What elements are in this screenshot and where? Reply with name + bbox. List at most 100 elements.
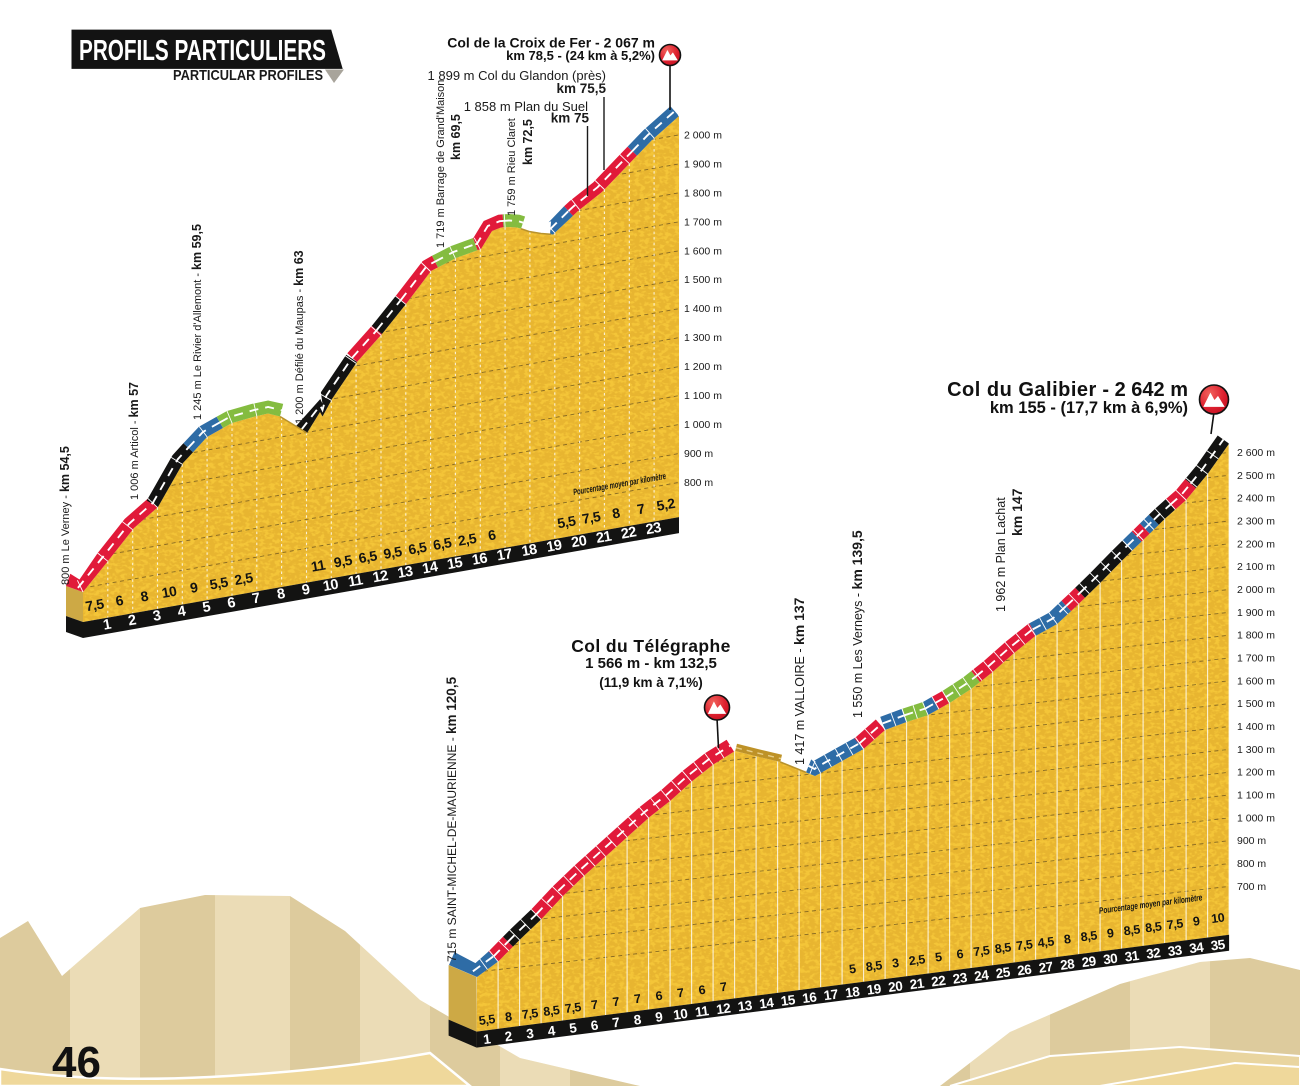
svg-text:700 m: 700 m	[1237, 881, 1266, 893]
svg-text:4: 4	[176, 603, 187, 620]
svg-text:17: 17	[823, 987, 839, 1004]
svg-text:24: 24	[973, 967, 990, 984]
svg-text:2: 2	[504, 1029, 513, 1045]
svg-text:2,5: 2,5	[233, 569, 254, 588]
svg-text:1 300 m: 1 300 m	[1237, 744, 1275, 756]
svg-text:Col du Télégraphe: Col du Télégraphe	[571, 636, 730, 656]
svg-text:11: 11	[310, 556, 327, 574]
svg-text:km 147: km 147	[1009, 488, 1025, 536]
svg-text:1: 1	[102, 617, 113, 634]
svg-text:35: 35	[1210, 937, 1227, 954]
svg-text:5,5: 5,5	[478, 1012, 496, 1028]
svg-text:2: 2	[127, 612, 138, 629]
svg-text:Col de la Croix de Fer - 2 067: Col de la Croix de Fer - 2 067 m	[447, 35, 655, 51]
svg-text:7: 7	[676, 986, 685, 1001]
svg-text:1 500 m: 1 500 m	[1237, 698, 1275, 710]
svg-text:6,5: 6,5	[357, 547, 378, 566]
svg-text:1 000 m: 1 000 m	[684, 419, 722, 431]
svg-text:800 m: 800 m	[684, 477, 713, 489]
svg-text:6,5: 6,5	[432, 534, 453, 553]
svg-text:2 500 m: 2 500 m	[1237, 470, 1275, 482]
svg-text:800 m Le Verney - km 54,5: 800 m Le Verney - km 54,5	[58, 446, 72, 585]
svg-text:15: 15	[446, 555, 464, 573]
svg-text:8,5: 8,5	[1080, 928, 1098, 944]
svg-text:800 m: 800 m	[1237, 858, 1266, 870]
svg-text:7: 7	[590, 998, 599, 1013]
svg-text:7,5: 7,5	[1166, 916, 1184, 932]
svg-text:16: 16	[471, 550, 489, 568]
svg-text:1 800 m: 1 800 m	[684, 187, 722, 199]
svg-text:16: 16	[801, 989, 818, 1006]
svg-text:PARTICULAR PROFILES: PARTICULAR PROFILES	[173, 67, 323, 84]
svg-text:6: 6	[114, 592, 125, 609]
svg-text:7: 7	[611, 1015, 620, 1031]
svg-text:34: 34	[1188, 939, 1205, 956]
svg-text:3: 3	[891, 956, 900, 971]
svg-text:8: 8	[633, 1012, 643, 1028]
svg-text:12: 12	[371, 568, 389, 586]
svg-text:7,5: 7,5	[581, 508, 602, 527]
svg-text:900 m: 900 m	[684, 448, 713, 460]
svg-text:17: 17	[496, 546, 514, 564]
svg-text:19: 19	[866, 981, 882, 998]
svg-text:11: 11	[347, 572, 364, 590]
svg-text:1 006 m Articol - km 57: 1 006 m Articol - km 57	[127, 382, 141, 500]
svg-text:1 759 m Rieu Claret: 1 759 m Rieu Claret	[506, 118, 518, 216]
svg-text:1 400 m: 1 400 m	[1237, 721, 1275, 733]
svg-text:9: 9	[189, 579, 200, 596]
svg-text:2 300 m: 2 300 m	[1237, 516, 1275, 528]
svg-text:19: 19	[545, 537, 563, 555]
svg-text:6: 6	[226, 595, 237, 612]
svg-text:km 72,5: km 72,5	[521, 119, 535, 165]
svg-text:31: 31	[1124, 948, 1141, 965]
svg-text:km 75: km 75	[551, 111, 590, 126]
svg-text:(11,9 km à 7,1%): (11,9 km à 7,1%)	[599, 675, 703, 690]
svg-text:8,5: 8,5	[1144, 919, 1162, 935]
svg-text:23: 23	[645, 520, 663, 538]
svg-text:12: 12	[715, 1001, 731, 1018]
svg-text:7: 7	[719, 980, 728, 995]
svg-text:3: 3	[525, 1026, 535, 1042]
svg-text:28: 28	[1059, 956, 1076, 973]
svg-text:1 245 m Le Rivier d'Allemont -: 1 245 m Le Rivier d'Allemont - km 59,5	[190, 224, 204, 420]
svg-text:1 500 m: 1 500 m	[684, 274, 722, 286]
svg-text:1 600 m: 1 600 m	[684, 245, 722, 257]
svg-text:8,5: 8,5	[994, 940, 1012, 956]
svg-text:5: 5	[848, 962, 857, 977]
svg-text:1: 1	[482, 1031, 492, 1047]
svg-text:10: 10	[672, 1006, 688, 1023]
svg-text:1 566 m - km 132,5: 1 566 m - km 132,5	[585, 655, 717, 672]
svg-text:1 700 m: 1 700 m	[1237, 653, 1275, 665]
svg-text:km 75,5: km 75,5	[556, 81, 606, 96]
svg-text:7,5: 7,5	[521, 1006, 539, 1022]
svg-text:km 69,5: km 69,5	[449, 114, 463, 160]
svg-text:8,5: 8,5	[865, 958, 883, 974]
svg-text:14: 14	[421, 559, 439, 577]
svg-text:5: 5	[201, 599, 212, 616]
svg-text:11: 11	[694, 1003, 710, 1020]
svg-text:4: 4	[547, 1023, 557, 1039]
svg-text:13: 13	[737, 998, 754, 1015]
svg-text:1 550 m Les Verneys - km 139,5: 1 550 m Les Verneys - km 139,5	[849, 530, 865, 718]
svg-text:8: 8	[504, 1010, 513, 1025]
svg-text:km 78,5 - (24 km à 5,2%): km 78,5 - (24 km à 5,2%)	[506, 48, 655, 63]
svg-text:10: 10	[160, 583, 178, 601]
svg-text:5,2: 5,2	[655, 495, 676, 514]
svg-text:10: 10	[322, 577, 340, 595]
svg-text:32: 32	[1145, 945, 1161, 962]
svg-text:7,5: 7,5	[1015, 937, 1033, 953]
svg-text:6: 6	[590, 1017, 600, 1033]
svg-text:6: 6	[698, 983, 707, 998]
svg-text:6: 6	[655, 989, 664, 1004]
svg-text:8: 8	[276, 586, 287, 603]
svg-text:7,5: 7,5	[972, 943, 990, 959]
svg-text:26: 26	[1016, 962, 1033, 979]
svg-text:1 858 m Plan du Suel: 1 858 m Plan du Suel	[464, 99, 588, 114]
svg-text:8: 8	[611, 504, 622, 521]
svg-text:29: 29	[1081, 953, 1097, 970]
svg-text:13: 13	[396, 563, 414, 581]
svg-text:46: 46	[52, 1038, 101, 1086]
svg-text:23: 23	[952, 970, 969, 987]
svg-text:8: 8	[1063, 932, 1072, 947]
svg-text:7: 7	[251, 590, 262, 607]
